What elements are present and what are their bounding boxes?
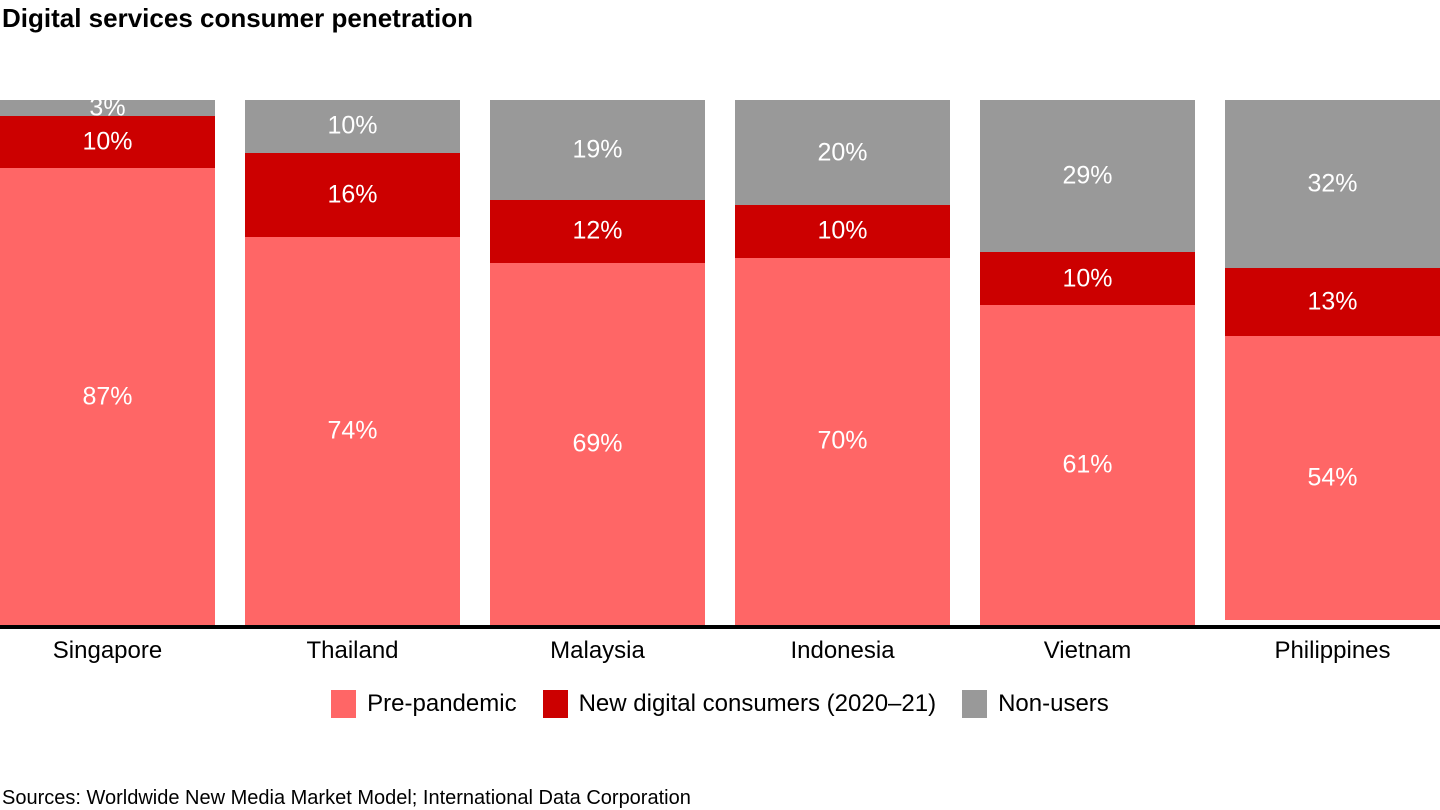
bar-value-label: 10% [817,216,868,245]
bar-value-label: 16% [327,180,378,208]
legend-item-pre-pandemic: Pre-pandemic [331,688,517,720]
bar-value-label: 87% [82,382,133,411]
bar-value-label: 69% [572,429,623,458]
bar-value-label: 70% [817,426,868,455]
bar-segment-pre-pandemic: 87% [0,168,215,625]
bar-value-label: 10% [1062,264,1113,292]
bar-segment-new-digital-consumers-2020-21: 10% [980,252,1195,305]
bar-singapore: 3% 10% 87% [0,95,215,625]
bar-segment-non-users: 19% [490,100,705,200]
bar-segment-non-users: 29% [980,100,1195,253]
bar-value-label: 20% [817,138,868,166]
x-axis-line [0,625,1440,629]
bar-value-label: 10% [82,127,133,156]
bar-segment-new-digital-consumers-2020-21: 12% [490,199,705,263]
legend-label: Non-users [998,690,1109,717]
x-axis-label-indonesia: Indonesia [790,637,895,664]
x-axis-labels: Singapore Thailand Malaysia Indonesia Vietna… [0,633,1440,669]
chart-area: 3% 10% 87% 10% 16% 74% 19% 12% 69% 20% 10% 70% 29% 10… [0,95,1440,625]
legend-swatch-non-users [962,690,988,718]
bar-value-label: 12% [572,216,623,245]
bar-value-label: 74% [327,416,378,445]
bar-segment-non-users: 20% [735,100,950,205]
chart-title: Digital services consumer penetration [2,3,474,33]
bar-thailand: 10% 16% 74% [245,100,460,625]
bar-segment-new-digital-consumers-2020-21: 10% [735,205,950,258]
bar-value-label: 19% [572,135,623,164]
legend-swatch-new-digital-consumers-2020-21 [542,690,568,718]
x-axis-label-philippines: Philippines [1274,637,1391,664]
legend-label: New digital consumers (2020–21) [578,690,937,717]
bar-segment-non-users: 32% [1225,100,1440,268]
bar-segment-pre-pandemic: 70% [735,257,950,625]
bar-segment-non-users: 10% [245,100,460,153]
bar-segment-pre-pandemic: 74% [245,236,460,625]
bar-malaysia: 19% 12% 69% [490,100,705,625]
bar-segment-new-digital-consumers-2020-21: 13% [1225,268,1440,337]
legend-label: Pre-pandemic [367,690,517,717]
legend-item-new-digital-consumers-2020-21: New digital consumers (2020–21) [542,688,937,720]
bar-value-label: 32% [1307,169,1358,198]
bar-segment-pre-pandemic: 61% [980,304,1195,625]
bar-philippines: 32% 13% 54% [1225,100,1440,625]
x-axis-label-vietnam: Vietnam [1043,637,1132,664]
bar-segment-new-digital-consumers-2020-21: 10% [0,115,215,169]
bar-segment-new-digital-consumers-2020-21: 16% [245,152,460,237]
bar-segment-non-users: 3% [0,95,215,120]
bar-indonesia: 20% 10% 70% [735,100,950,625]
legend-item-non-users: Non-users [962,688,1109,720]
bar-vietnam: 29% 10% 61% [980,100,1195,625]
source-note: Sources: Worldwide New Media Market Mode… [2,787,691,809]
bar-value-label: 29% [1062,161,1113,190]
x-axis-label-singapore: Singapore [52,637,163,664]
x-axis-label-thailand: Thailand [306,637,399,664]
legend: Pre-pandemic New digital consumers (2020–… [0,688,1440,720]
bar-value-label: 54% [1307,463,1358,492]
bar-value-label: 10% [327,111,378,140]
bar-value-label: 61% [1062,450,1113,479]
bar-value-label: 13% [1307,287,1358,316]
bar-segment-pre-pandemic: 69% [490,262,705,625]
x-axis-label-malaysia: Malaysia [550,637,645,664]
bar-segment-pre-pandemic: 54% [1225,336,1440,620]
legend-swatch-pre-pandemic [331,690,357,718]
